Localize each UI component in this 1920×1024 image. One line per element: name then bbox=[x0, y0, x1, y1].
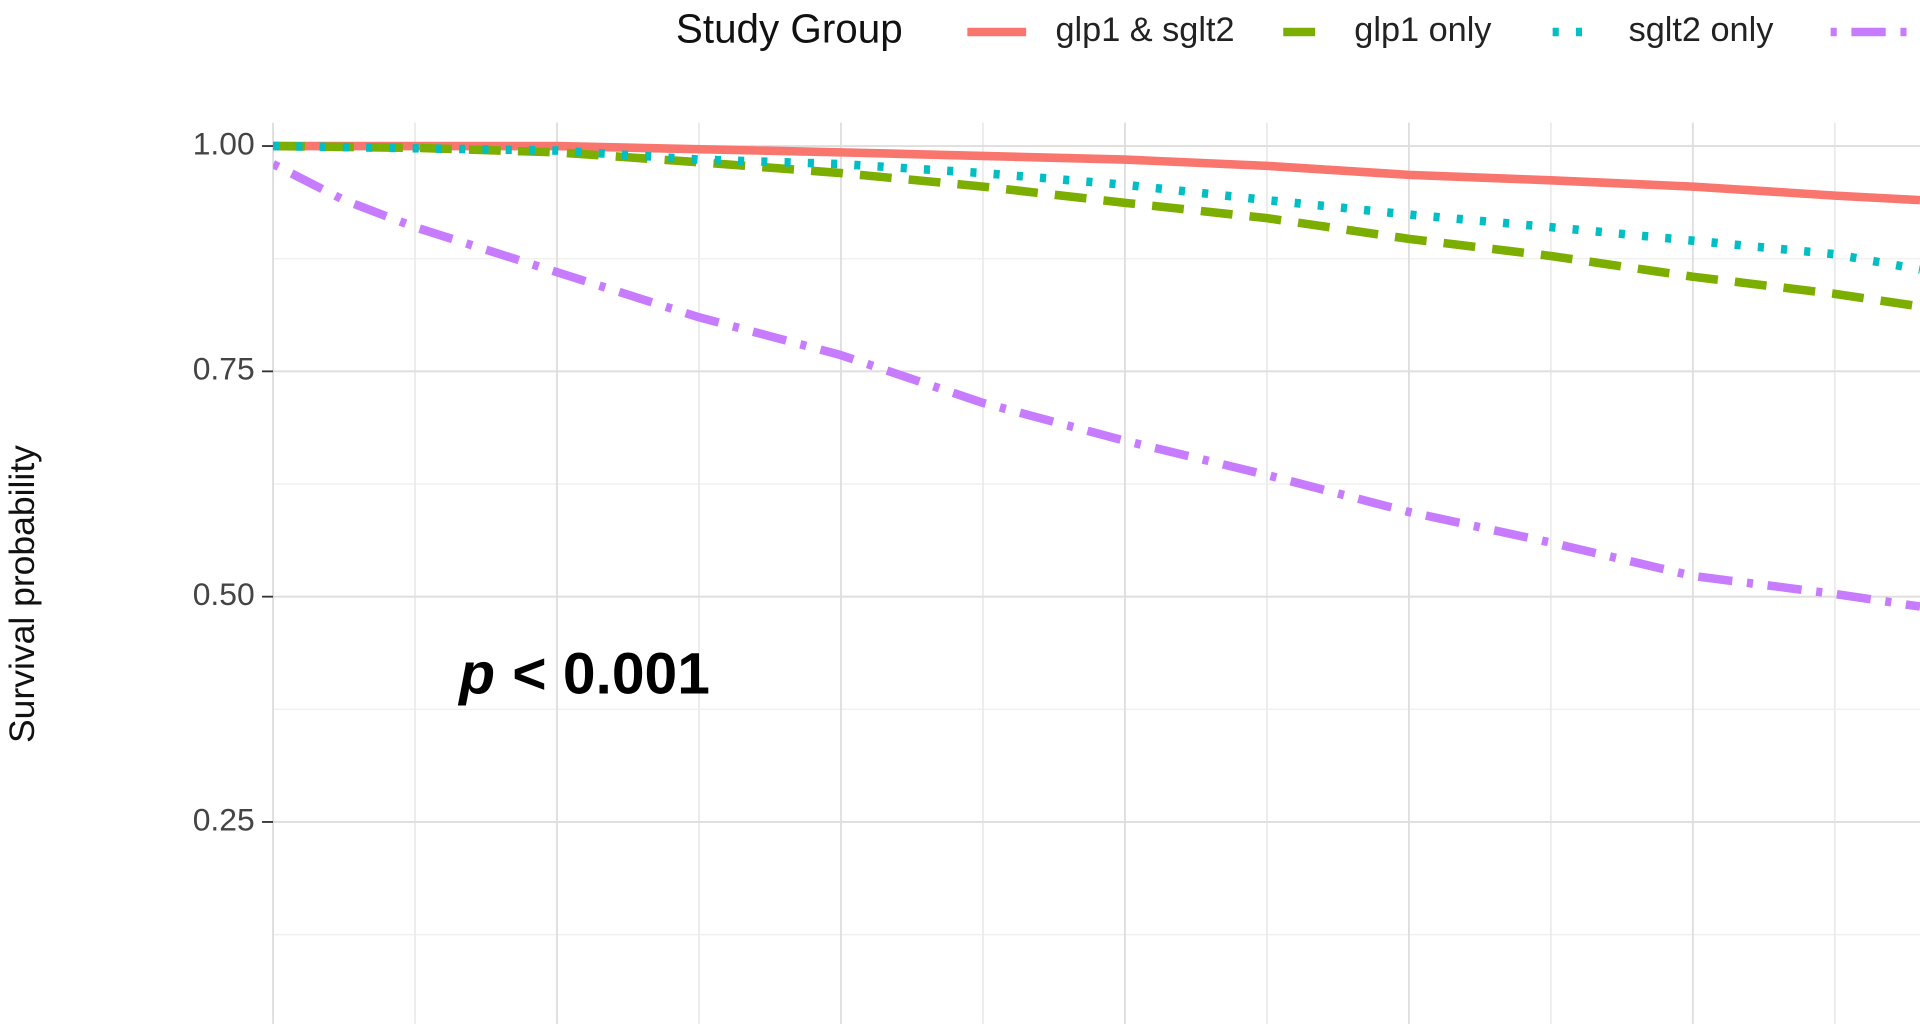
legend: Study Group glp1 & sglt2 glp1 only sglt2 o… bbox=[676, 6, 1920, 52]
grid: 0.25 0.50 0.75 1.00 bbox=[193, 122, 1920, 1024]
survival-curve bbox=[273, 141, 1920, 311]
survival-curve bbox=[273, 141, 1920, 274]
y-axis-label: Survival probability bbox=[2, 445, 42, 743]
p-value-annotation: p < 0.001 bbox=[457, 641, 710, 706]
legend-label: glp1 only bbox=[1354, 11, 1492, 49]
y-tick-label: 0.25 bbox=[193, 801, 255, 837]
p-value: < 0.001 bbox=[512, 641, 710, 706]
y-tick-label: 1.00 bbox=[193, 125, 255, 161]
p-symbol: p bbox=[457, 641, 495, 706]
survival-curve bbox=[273, 160, 1920, 611]
survival-curve bbox=[273, 141, 1920, 205]
legend-title: Study Group bbox=[676, 6, 903, 52]
y-tick-label: 0.50 bbox=[193, 576, 255, 612]
legend-label: sglt2 only bbox=[1629, 11, 1775, 49]
plot-lines bbox=[273, 141, 1920, 611]
legend-label: glp1 & sglt2 bbox=[1056, 11, 1235, 49]
y-tick-label: 0.75 bbox=[193, 351, 255, 387]
